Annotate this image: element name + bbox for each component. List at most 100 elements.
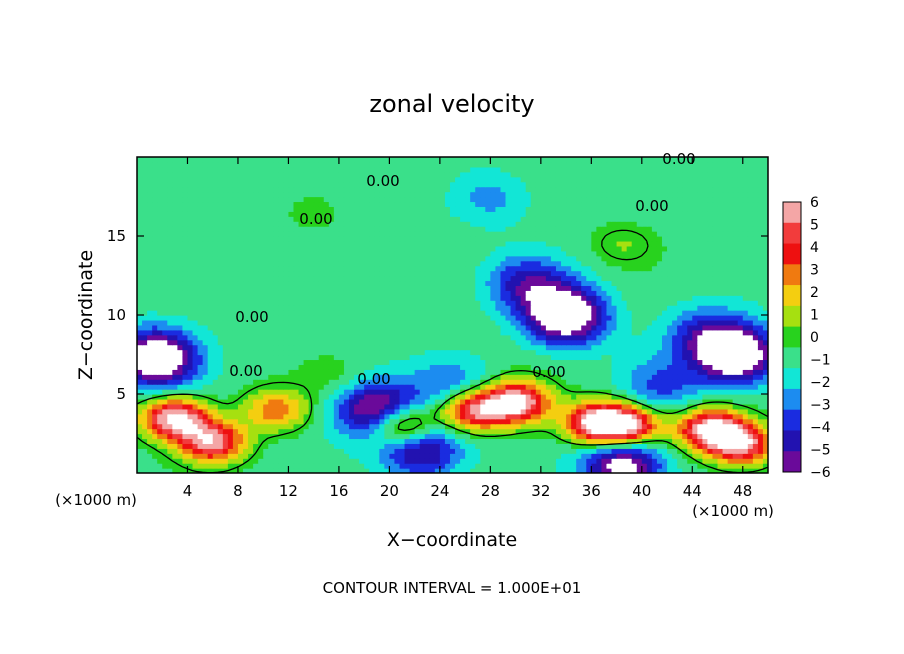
heat-cell — [444, 468, 451, 473]
heat-cell — [510, 394, 517, 400]
heat-cell — [142, 310, 148, 316]
heat-cell — [192, 379, 199, 385]
heat-cell — [389, 354, 396, 361]
heat-cell — [137, 403, 143, 410]
heat-cell — [293, 394, 300, 400]
heat-cell — [737, 364, 744, 370]
heat-cell — [757, 453, 764, 459]
heat-cell — [258, 403, 264, 410]
heat-cell — [222, 334, 229, 341]
heat-cell — [263, 275, 269, 282]
heat-cell — [500, 300, 507, 306]
heat-cell — [202, 339, 209, 346]
heat-cell — [177, 319, 184, 326]
heat-cell — [369, 305, 375, 311]
heat-cell — [752, 354, 759, 361]
heat-cell — [182, 379, 189, 385]
heat-cell — [611, 300, 618, 306]
heat-cell — [444, 438, 451, 444]
heat-cell — [455, 438, 461, 444]
heat-cell — [197, 280, 204, 286]
heat-cell — [399, 300, 406, 306]
heat-cell — [500, 408, 507, 415]
heat-cell — [157, 463, 163, 469]
heat-cell — [212, 379, 219, 385]
heat-cell — [162, 295, 168, 301]
heat-cell — [656, 418, 663, 425]
heat-cell — [389, 329, 396, 336]
heat-cell — [682, 394, 688, 400]
heat-cell — [182, 359, 189, 365]
heat-cell — [288, 290, 295, 296]
heat-cell — [222, 359, 229, 365]
heat-cell — [520, 319, 527, 326]
heat-cell — [687, 344, 693, 351]
heat-cell — [535, 315, 542, 321]
heat-cell — [308, 324, 315, 331]
heat-cell — [364, 408, 370, 415]
heat-cell — [505, 379, 512, 385]
heat-cell — [389, 374, 396, 380]
heat-cell — [379, 433, 385, 440]
heat-cell — [682, 310, 688, 316]
heat-cell — [631, 418, 638, 425]
heat-cell — [475, 413, 481, 420]
heat-cell — [308, 344, 315, 351]
heat-cell — [727, 428, 734, 435]
heat-cell — [545, 448, 552, 454]
heat-cell — [258, 329, 264, 336]
heat-cell — [409, 334, 416, 341]
heat-cell — [232, 418, 239, 425]
heat-cell — [394, 300, 401, 306]
heat-cell — [338, 310, 345, 316]
heat-cell — [298, 433, 305, 440]
heat-cell — [646, 334, 653, 341]
heat-cell — [323, 275, 330, 282]
heat-cell — [687, 324, 693, 331]
heat-cell — [717, 384, 724, 390]
heat-cell — [384, 413, 390, 420]
heat-cell — [525, 319, 532, 326]
heat-cell — [707, 374, 714, 380]
heat-cell — [495, 305, 502, 311]
heat-cell — [333, 428, 340, 435]
heat-cell — [757, 354, 764, 361]
heat-cell — [495, 364, 502, 370]
heat-cell — [369, 369, 375, 375]
heat-cell — [525, 359, 532, 365]
heat-cell — [510, 423, 517, 430]
heat-cell — [591, 344, 597, 351]
heat-cell — [237, 319, 244, 326]
heat-cell — [515, 398, 522, 405]
heat-cell — [419, 379, 426, 385]
heat-cell — [611, 384, 618, 390]
heat-cell — [293, 463, 300, 469]
heat-cell — [394, 408, 401, 415]
heat-cell — [142, 443, 148, 449]
heat-cell — [616, 379, 623, 385]
heat-cell — [651, 428, 658, 435]
heat-cell — [465, 364, 471, 370]
heat-cell — [419, 438, 426, 444]
heat-cell — [616, 403, 623, 410]
heat-cell — [672, 379, 678, 385]
heat-cell — [621, 310, 628, 316]
heat-cell — [757, 310, 764, 316]
heat-cell — [404, 403, 411, 410]
heat-cell — [661, 453, 668, 459]
heat-cell — [157, 374, 163, 380]
heat-cell — [712, 453, 719, 459]
heat-cell — [313, 398, 320, 405]
heat-cell — [439, 339, 446, 346]
heat-cell — [379, 290, 385, 296]
heat-cell — [535, 339, 542, 346]
heat-cell — [566, 468, 572, 473]
heat-cell — [490, 324, 497, 331]
heat-cell — [611, 349, 618, 356]
heat-cell — [480, 324, 486, 331]
heat-cell — [561, 458, 567, 464]
heat-cell — [550, 329, 557, 336]
heat-cell — [268, 403, 274, 410]
heat-cell — [343, 349, 350, 356]
heat-cell — [566, 453, 572, 459]
